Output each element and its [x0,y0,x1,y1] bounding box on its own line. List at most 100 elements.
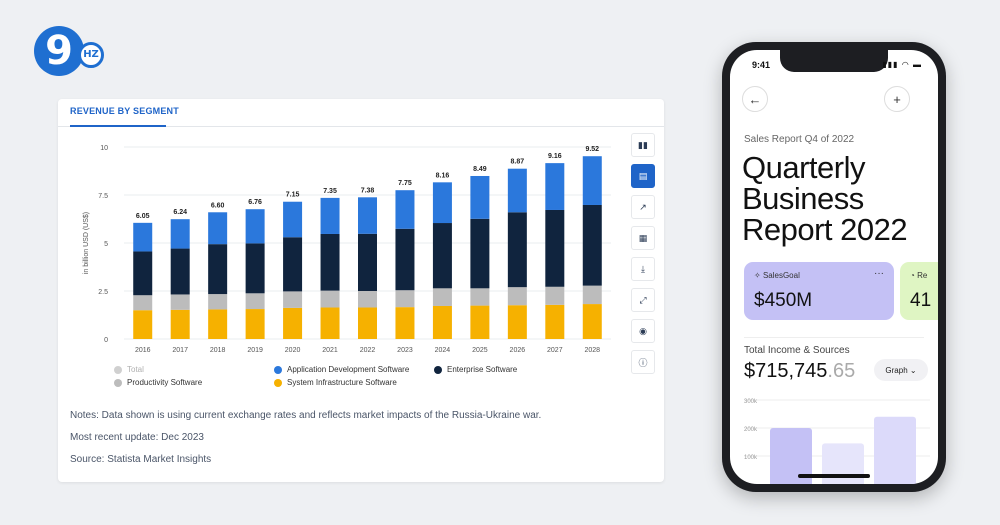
back-button[interactable]: ← [742,86,768,112]
bar-segment[interactable] [395,228,415,291]
bar-segment[interactable] [283,201,303,238]
toolbar-download-button[interactable]: ⤓ [631,257,655,281]
legend-item[interactable]: Application Development Software [274,365,409,374]
more-icon[interactable]: ··· [874,268,884,279]
bar-segment[interactable] [208,244,228,295]
bar-segment[interactable] [582,285,602,305]
bar-segment[interactable] [170,248,190,295]
bar-segment[interactable] [245,293,265,310]
report-subtitle: Sales Report Q4 of 2022 [744,134,855,145]
bar-segment[interactable] [545,304,565,339]
bar-segment[interactable] [133,295,153,311]
mini-chart-bar[interactable] [822,443,864,484]
bar-segment[interactable] [395,290,415,308]
bar-segment[interactable] [582,204,602,286]
bar-segment[interactable] [245,243,265,294]
total-data-label: 8.49 [473,166,487,173]
revenue-chart: 0 2.5 5 7.5 10 in billion USD (US$) 6.05 2016 6.… [83,145,611,354]
card-title: REVENUE BY SEGMENT [70,106,179,116]
graph-dropdown[interactable]: Graph ⌄ [874,359,928,381]
graph-dropdown-label: Graph [885,365,908,375]
bar-segment[interactable] [320,307,340,339]
total-data-label: 6.24 [173,209,187,216]
legend-label: Enterprise Software [447,365,518,374]
bar-segment[interactable] [358,233,377,291]
y-tick-label: 2.5 [98,289,108,296]
x-tick-label: 2022 [360,347,376,354]
bar-segment[interactable] [170,294,190,310]
second-goal-label: ◔ Re [910,271,927,280]
bar-segment[interactable] [395,190,415,229]
bar-segment[interactable] [545,286,565,305]
bar-segment[interactable] [245,309,265,339]
sales-goal-card[interactable]: ✧ SalesGoal ··· $450M [744,262,894,320]
bar-segment[interactable] [545,163,565,210]
bar-segment[interactable] [208,309,228,339]
bar-segment[interactable] [208,212,228,245]
bar-segment[interactable] [470,288,490,306]
bar-segment[interactable] [507,168,527,213]
legend-item[interactable]: System Infrastructure Software [274,378,397,387]
mini-y-tick-label: 100k [744,455,758,461]
trend-line-icon: ↗ [639,201,647,212]
brand-logo[interactable]: 9 HZ [34,26,114,76]
bar-segment[interactable] [133,310,153,339]
bar-segment[interactable] [170,219,190,249]
bar-segment[interactable] [545,209,565,287]
bar-segment[interactable] [320,290,340,308]
legend-item[interactable]: Productivity Software [114,378,202,387]
bar-segment[interactable] [358,197,377,234]
toolbar-hide-button[interactable]: ◉ [631,319,655,343]
bar-segment[interactable] [245,209,265,244]
bar-segment[interactable] [358,307,377,339]
total-data-label: 9.16 [548,153,562,160]
mini-chart-bar[interactable] [770,428,812,484]
bar-segment[interactable] [432,182,452,224]
bar-segment[interactable] [208,294,228,310]
bar-segment[interactable] [470,175,490,219]
bar-segment[interactable] [507,287,527,306]
legend-label: Productivity Software [127,378,203,387]
legend-swatch [114,365,122,374]
bar-segment[interactable] [133,222,153,252]
toolbar-trend-line-button[interactable]: ↗ [631,195,655,219]
toolbar-stacked-bar-button[interactable]: ▤ [631,164,655,188]
toolbar-expand-button[interactable]: ⤢ [631,288,655,312]
total-data-label: 7.75 [398,180,412,187]
bar-segment[interactable] [320,197,340,234]
bar-segment[interactable] [470,218,490,289]
arrow-left-icon: ← [748,91,762,107]
toolbar-bar-chart-button[interactable]: ▮▮ [631,133,655,157]
legend-item[interactable]: Enterprise Software [434,365,517,374]
bar-segment[interactable] [283,291,303,308]
bar-segment[interactable] [470,305,490,339]
bar-segment[interactable] [283,307,303,339]
total-data-label: 7.35 [323,188,337,195]
mini-chart-bar[interactable] [874,416,916,484]
income-mini-chart: 300k 200k 100k [744,399,930,484]
legend-item[interactable]: Total [114,365,144,374]
status-icons: ▮▮▮ ◠ ▬ [882,60,922,69]
bar-segment[interactable] [170,309,190,339]
bar-segment[interactable] [432,305,452,339]
bar-segment[interactable] [283,237,303,292]
hide-icon: ◉ [639,325,647,336]
bar-segment[interactable] [395,307,415,339]
second-goal-card[interactable]: ◔ Re 41 [900,262,938,320]
bar-segment[interactable] [320,233,340,291]
toolbar-table-button[interactable]: ▦ [631,226,655,250]
bar-segment[interactable] [582,304,602,339]
x-tick-label: 2020 [285,347,301,354]
bar-segment[interactable] [133,251,153,296]
bar-segment[interactable] [582,156,602,205]
toolbar-info-button[interactable]: ⓘ [631,350,655,374]
bar-segment[interactable] [507,305,527,339]
info-icon: ⓘ [638,357,648,368]
bar-segment[interactable] [507,212,527,288]
bar-segment[interactable] [432,288,452,306]
bar-segment[interactable] [432,223,452,289]
expand-icon: ⤢ [639,294,647,305]
add-button[interactable]: + [884,86,910,112]
bar-segment[interactable] [358,291,377,308]
